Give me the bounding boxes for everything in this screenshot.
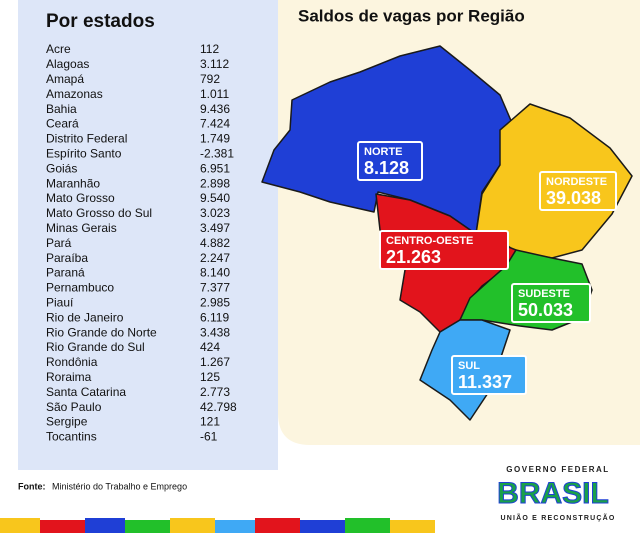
- state-name: Pará: [46, 236, 72, 250]
- state-value: 8.140: [200, 266, 230, 280]
- state-value: 2.773: [200, 385, 230, 399]
- logo-main: BRASIL: [497, 477, 609, 510]
- state-value: 3.497: [200, 221, 230, 235]
- state-name: Amazonas: [46, 87, 103, 101]
- state-name: Piauí: [46, 295, 74, 309]
- table-panel: [18, 0, 278, 470]
- region-box: [357, 141, 423, 181]
- state-name: Roraima: [46, 370, 92, 384]
- state-value: 3.112: [200, 57, 229, 71]
- state-name: Espírito Santo: [46, 146, 122, 160]
- region-name: SUDESTE: [518, 288, 570, 300]
- state-name: Mato Grosso do Sul: [46, 206, 152, 220]
- state-name: Ceará: [46, 117, 79, 131]
- state-value: 125: [200, 370, 220, 384]
- state-value: -61: [200, 430, 218, 444]
- state-name: São Paulo: [46, 400, 102, 414]
- state-value: 7.424: [200, 117, 230, 131]
- state-value: 9.436: [200, 102, 230, 116]
- state-name: Acre: [46, 42, 71, 56]
- state-name: Distrito Federal: [46, 132, 127, 146]
- state-value: 121: [200, 415, 220, 429]
- state-name: Rio Grande do Sul: [46, 340, 145, 354]
- table-title: Por estados: [46, 11, 155, 32]
- state-value: 2.247: [200, 251, 230, 265]
- state-name: Rio Grande do Norte: [46, 325, 157, 339]
- state-value: 3.023: [200, 206, 230, 220]
- state-value: 1.011: [200, 87, 229, 101]
- region-name: SUL: [458, 360, 480, 372]
- region-name: NORDESTE: [546, 176, 607, 188]
- state-value: 4.882: [200, 236, 230, 250]
- state-name: Tocantins: [46, 430, 97, 444]
- state-value: 3.438: [200, 325, 230, 339]
- state-value: 792: [200, 72, 220, 86]
- state-name: Mato Grosso: [46, 191, 115, 205]
- region-value: 50.033: [518, 300, 573, 320]
- region-box: [379, 230, 509, 270]
- decor-strip: [0, 518, 435, 533]
- state-value: 112: [200, 42, 219, 56]
- region-box: [511, 283, 591, 323]
- state-value: 6.951: [200, 161, 230, 175]
- region-name: NORTE: [364, 146, 403, 158]
- logo-panel: [470, 445, 640, 533]
- state-value: 7.377: [200, 281, 230, 295]
- map-title: Saldos de vagas por Região: [298, 6, 525, 25]
- state-value: 1.749: [200, 132, 230, 146]
- region-box: [539, 171, 617, 211]
- state-value: -2.381: [200, 146, 234, 160]
- state-value: 1.267: [200, 355, 230, 369]
- state-value: 2.898: [200, 176, 230, 190]
- state-name: Rondônia: [46, 355, 98, 369]
- state-value: 6.119: [200, 310, 229, 324]
- region-value: 8.128: [364, 158, 409, 178]
- state-name: Sergipe: [46, 415, 88, 429]
- region-value: 21.263: [386, 247, 441, 267]
- state-name: Alagoas: [46, 57, 89, 71]
- state-name: Rio de Janeiro: [46, 310, 124, 324]
- region-value: 11.337: [458, 372, 512, 392]
- region-name: CENTRO-OESTE: [386, 235, 473, 247]
- source-text: Ministério do Trabalho e Emprego: [52, 481, 187, 491]
- state-value: 2.985: [200, 295, 230, 309]
- region-value: 39.038: [546, 188, 601, 208]
- state-name: Pernambuco: [46, 281, 114, 295]
- state-name: Paraíba: [46, 251, 88, 265]
- logo-bottom: UNIÃO E RECONSTRUÇÃO: [500, 513, 615, 522]
- state-name: Goiás: [46, 161, 77, 175]
- state-name: Maranhão: [46, 176, 100, 190]
- state-value: 424: [200, 340, 220, 354]
- state-name: Paraná: [46, 266, 85, 280]
- source-label: Fonte:: [18, 481, 46, 491]
- state-name: Santa Catarina: [46, 385, 126, 399]
- state-name: Amapá: [46, 72, 84, 86]
- state-value: 9.540: [200, 191, 230, 205]
- state-value: 42.798: [200, 400, 237, 414]
- region-box: [451, 355, 527, 395]
- state-name: Bahia: [46, 102, 77, 116]
- logo-top: GOVERNO FEDERAL: [506, 465, 609, 474]
- state-name: Minas Gerais: [46, 221, 117, 235]
